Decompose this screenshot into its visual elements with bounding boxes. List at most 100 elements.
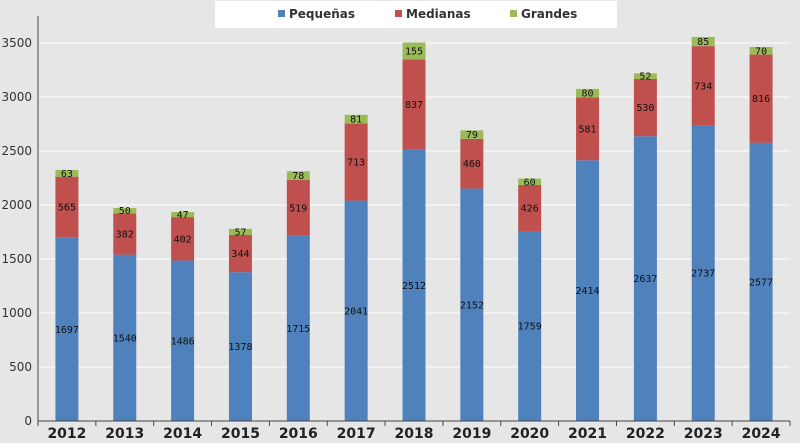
data-label: 713 (347, 158, 365, 169)
data-label: 63 (61, 169, 73, 180)
bar-medianas-2024 (749, 54, 773, 143)
bar-peque-as-2016 (286, 235, 310, 421)
data-label: 52 (639, 72, 651, 83)
x-tick-label: 2021 (568, 426, 607, 442)
bar-medianas-2015 (228, 235, 252, 273)
bar-peque-as-2021 (576, 160, 600, 421)
bar-medianas-2019 (460, 138, 484, 189)
bar-grandes-2014 (171, 212, 195, 218)
bar-peque-as-2019 (460, 188, 484, 421)
data-label: 565 (58, 203, 76, 214)
data-label: 79 (466, 130, 478, 141)
x-tick-label: 2014 (163, 426, 202, 442)
x-tick-label: 2016 (279, 426, 318, 442)
data-labels: 1697 565 63 1540 382 50 1486 402 47 1378 344 57 1715… (55, 37, 773, 353)
data-label: 382 (116, 230, 134, 241)
x-tick-label: 2018 (395, 426, 434, 442)
bar-grandes-2020 (518, 178, 542, 186)
data-label: 155 (405, 46, 423, 57)
data-label: 816 (752, 94, 770, 105)
data-label: 1759 (518, 322, 542, 333)
data-label: 80 (582, 89, 594, 100)
y-tick-label: 1000 (1, 306, 32, 320)
bar-peque-as-2015 (228, 272, 252, 421)
bar-peque-as-2022 (633, 136, 657, 422)
bar-medianas-2017 (344, 123, 368, 201)
bar-grandes-2017 (344, 114, 368, 124)
bar-grandes-2018 (402, 42, 426, 60)
legend-swatch (395, 10, 402, 17)
data-label: 2737 (691, 269, 715, 280)
data-label: 519 (289, 203, 307, 214)
data-label: 1697 (55, 325, 79, 336)
y-tick-label: 0 (24, 414, 32, 428)
data-label: 50 (119, 206, 131, 217)
x-tick-label: 2017 (337, 426, 376, 442)
y-tick-label: 2500 (1, 144, 32, 158)
bar-peque-as-2018 (402, 149, 426, 422)
legend-swatch (278, 10, 285, 17)
data-label: 1715 (286, 324, 310, 335)
data-label: 2512 (402, 281, 426, 292)
bar-peque-as-2013 (113, 254, 137, 421)
data-label: 460 (463, 159, 481, 170)
y-tick-label: 3500 (1, 36, 32, 50)
x-tick-label: 2020 (510, 426, 549, 442)
data-label: 57 (234, 227, 246, 238)
x-tick-label: 2013 (105, 426, 144, 442)
bar-medianas-2016 (286, 179, 310, 236)
bars (55, 36, 773, 422)
bar-grandes-2021 (576, 88, 600, 98)
legend-entry: Grandes (521, 7, 577, 21)
y-tick-label: 1500 (1, 252, 32, 266)
data-label: 734 (694, 81, 712, 92)
x-tick-label: 2024 (742, 426, 781, 442)
legend-swatch (510, 10, 517, 17)
bar-medianas-2014 (171, 217, 195, 261)
bar-peque-as-2023 (691, 125, 715, 422)
x-tick-label: 2019 (452, 426, 491, 442)
data-label: 85 (697, 37, 709, 48)
y-tick-label: 2000 (1, 198, 32, 212)
data-label: 402 (174, 234, 192, 245)
x-tick-label: 2023 (684, 426, 723, 442)
data-label: 70 (755, 46, 767, 57)
x-axis: 2012 2013 2014 2015 2016 2017 2018 2019 2020 2021… (37, 420, 791, 442)
data-label: 1540 (113, 333, 137, 344)
bar-grandes-2015 (228, 228, 252, 236)
data-label: 2577 (749, 277, 773, 288)
bar-peque-as-2024 (749, 142, 773, 421)
data-label: 1486 (171, 336, 195, 347)
legend-entry: Pequeñas (289, 7, 355, 21)
data-label: 581 (579, 124, 597, 135)
y-tick-label: 500 (9, 360, 32, 374)
data-label: 2414 (575, 286, 599, 297)
data-label: 1378 (228, 342, 252, 353)
x-tick-label: 2015 (221, 426, 260, 442)
data-label: 837 (405, 100, 423, 111)
x-tick-label: 2012 (47, 426, 86, 442)
bar-grandes-2012 (55, 169, 79, 177)
bar-medianas-2020 (518, 185, 542, 232)
data-label: 47 (177, 210, 189, 221)
data-label: 344 (231, 249, 249, 260)
data-label: 2152 (460, 300, 484, 311)
bar-peque-as-2014 (171, 260, 195, 421)
data-label: 78 (292, 171, 304, 182)
x-tick-label: 2022 (626, 426, 665, 442)
data-label: 530 (636, 103, 654, 114)
data-label: 2041 (344, 306, 368, 317)
data-label: 426 (521, 204, 539, 215)
y-axis: 0 500 1000 1500 2000 2500 3000 3500 (1, 16, 39, 428)
bar-peque-as-2020 (518, 231, 542, 421)
bar-grandes-2023 (691, 36, 715, 47)
bar-grandes-2013 (113, 208, 137, 214)
bar-medianas-2013 (113, 213, 137, 255)
bar-medianas-2023 (691, 46, 715, 126)
bar-medianas-2012 (55, 176, 79, 238)
bar-medianas-2018 (402, 59, 426, 150)
bar-medianas-2021 (576, 97, 600, 161)
data-label: 60 (524, 177, 536, 188)
bar-grandes-2016 (286, 171, 310, 180)
